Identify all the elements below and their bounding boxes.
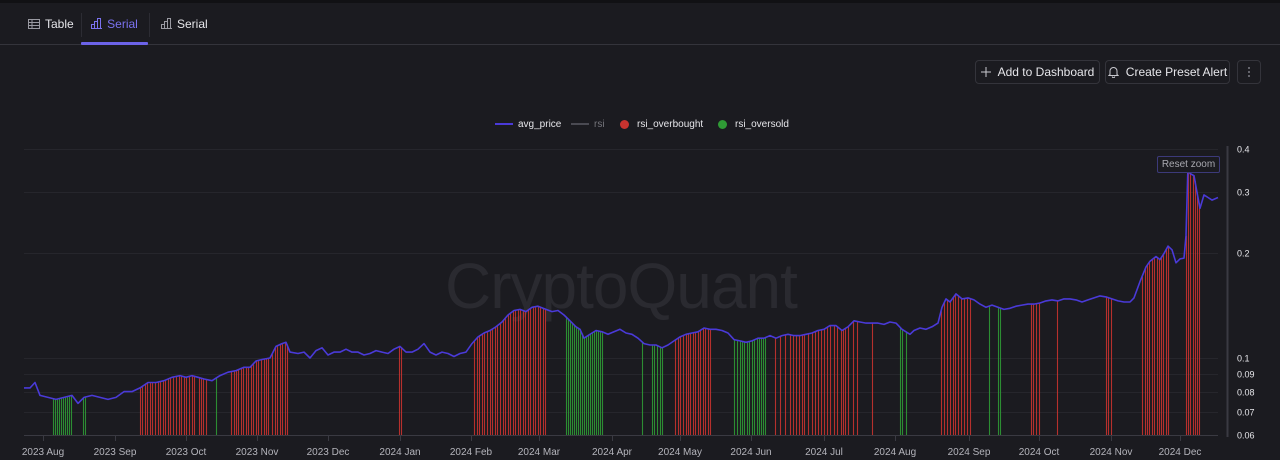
x-axis-tick-label: 2023 Aug [22,447,64,458]
x-axis-tick-label: 2024 Sep [948,447,991,458]
legend-label: rsi [594,118,605,130]
chart-legend: avg_price rsi rsi_overbought rsi_oversol… [0,117,1280,131]
legend-label: avg_price [518,118,562,130]
y-axis-tick-label: 0.4 [1237,145,1250,155]
legend-label: rsi_overbought [637,118,704,130]
x-axis-tick-label: 2023 Oct [166,447,207,458]
reset-zoom-button[interactable]: Reset zoom [1157,156,1220,173]
add-to-dashboard-button[interactable]: Add to Dashboard [975,60,1100,84]
create-preset-alert-button[interactable]: Create Preset Alert [1105,60,1230,84]
watermark: CryptoQuant [445,250,798,322]
plus-icon [980,67,991,77]
x-axis-tick-label: 2024 Mar [518,447,561,458]
x-axis-tick-label: 2024 Feb [450,447,493,458]
x-axis-tick-label: 2024 Jul [805,447,843,458]
y-axis-tick-label: 0.08 [1237,388,1255,398]
tab-serial-2-label: Serial [177,16,208,31]
avg-price-line [24,164,1219,405]
tab-divider [81,13,82,37]
legend-avg-price[interactable]: avg_price [495,117,561,131]
bar-chart-icon [91,18,103,29]
create-preset-alert-label: Create Preset Alert [1125,65,1228,79]
table-icon [28,18,40,29]
x-axis-tick-label: 2024 May [658,447,702,458]
y-axis-tick-label: 0.3 [1237,188,1250,198]
add-to-dashboard-label: Add to Dashboard [997,65,1095,79]
tab-divider [149,13,150,37]
y-axis-tick-label: 0.2 [1237,249,1250,259]
line-swatch-icon [571,123,589,125]
bar-chart-icon [161,18,172,29]
y-axis-tick-label: 0.09 [1237,370,1255,380]
legend-rsi[interactable]: rsi [571,117,605,131]
legend-rsi-overbought[interactable]: rsi_overbought [620,117,703,131]
rsi-overbought-bars [139,164,1201,435]
bell-icon [1107,67,1119,78]
legend-rsi-oversold[interactable]: rsi_oversold [718,117,789,131]
x-axis-tick-label: 2023 Sep [94,447,137,458]
tab-table[interactable]: Table [28,3,74,44]
tab-table-label: Table [45,16,74,31]
tab-serial-2[interactable]: Serial [161,3,208,44]
dot-swatch-icon [718,119,727,129]
dot-swatch-icon [620,119,629,129]
x-axis-tick-label: 2024 Jun [730,447,771,458]
x-axis-tick-label: 2024 Aug [874,447,916,458]
view-tabs: Table Serial Serial [0,3,1280,45]
rsi-oversold-bars [52,306,1002,435]
vertical-ellipsis-icon [1248,67,1250,77]
tab-serial-active[interactable]: Serial [81,3,148,45]
x-axis-tick-label: 2023 Dec [307,447,350,458]
y-axis-tick-label: 0.1 [1237,354,1250,364]
x-axis-tick-label: 2024 Jan [379,447,420,458]
x-axis-tick-label: 2024 Nov [1090,447,1133,458]
tab-serial-label: Serial [107,16,138,31]
line-swatch-icon [495,123,513,125]
x-axis-tick-label: 2024 Dec [1159,447,1202,458]
y-axis-tick-label: 0.06 [1237,431,1255,441]
top-strip [0,0,1280,3]
y-axis-tick-label: 0.07 [1237,408,1255,418]
x-axis-tick-label: 2024 Oct [1019,447,1060,458]
legend-label: rsi_oversold [735,118,789,130]
x-axis-tick-label: 2023 Nov [236,447,279,458]
x-axis-tick-label: 2024 Apr [592,447,633,458]
more-options-button[interactable] [1237,60,1261,84]
